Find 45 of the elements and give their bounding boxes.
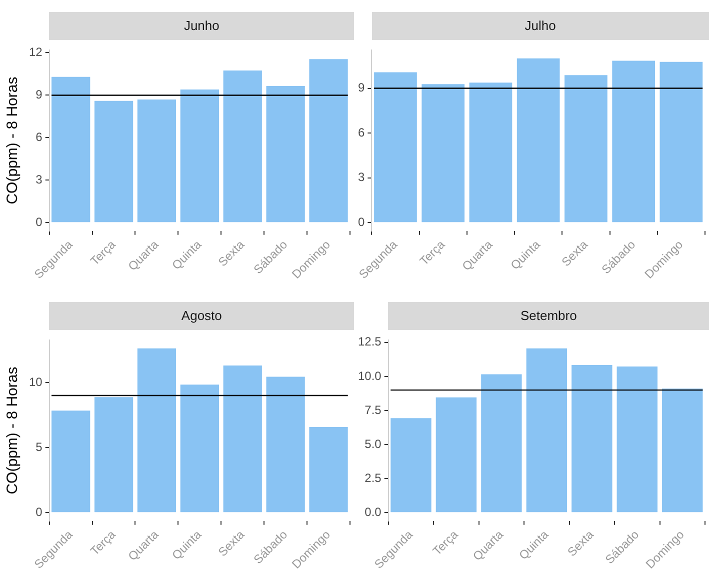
y-tick-label: 0.0	[364, 504, 382, 519]
y-tick-label: 0	[36, 504, 43, 519]
bar	[223, 365, 262, 512]
y-tick-label: 3	[358, 170, 365, 184]
bar	[94, 100, 134, 222]
y-tick-label: 12	[28, 45, 43, 60]
bar	[572, 364, 612, 512]
y-tick-label: 6	[36, 130, 43, 144]
y-axis-title: CO(ppm) - 8 Horas	[4, 366, 22, 494]
y-tick-label: 3	[36, 172, 43, 186]
bar	[481, 374, 522, 512]
chart-title: Junho	[49, 12, 354, 40]
bar	[137, 99, 176, 222]
y-axis-title: CO(ppm) - 8 Horas	[4, 76, 22, 204]
y-tick-label: 10	[28, 374, 43, 389]
bar	[309, 59, 348, 222]
chart-title: Setembro	[388, 302, 709, 330]
bar	[266, 86, 305, 222]
y-tick-label: 10.0	[358, 368, 382, 383]
y-tick-label: 0	[358, 214, 365, 229]
bar	[309, 427, 348, 512]
bar	[616, 366, 658, 512]
bar	[51, 410, 90, 512]
y-tick-label: 12.5	[358, 334, 382, 349]
y-tick-label: 9	[358, 80, 365, 95]
y-tick-label: 9	[36, 88, 43, 102]
bar	[390, 418, 432, 512]
chart-title: Julho	[372, 12, 709, 40]
bar	[180, 90, 219, 222]
y-tick-label: 6	[358, 125, 365, 140]
bar	[137, 348, 176, 512]
bar	[94, 397, 134, 512]
bar	[223, 70, 262, 222]
bar	[662, 388, 703, 512]
y-tick-label: 7.5	[364, 402, 382, 417]
bar	[526, 348, 568, 512]
bar	[180, 384, 219, 512]
bar	[51, 76, 90, 222]
y-tick-label: 0	[36, 214, 43, 229]
y-tick-label: 5.0	[364, 436, 382, 451]
y-tick-label: 2.5	[364, 470, 382, 485]
bar	[266, 376, 305, 512]
y-tick-label: 5	[36, 440, 43, 454]
bar	[436, 397, 477, 512]
chart-title: Agosto	[49, 302, 354, 330]
